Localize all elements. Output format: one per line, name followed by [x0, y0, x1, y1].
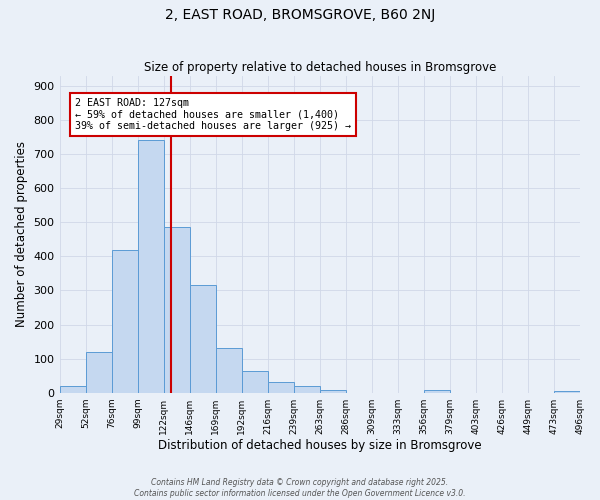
- Bar: [320, 390, 346, 392]
- Text: Contains HM Land Registry data © Crown copyright and database right 2025.
Contai: Contains HM Land Registry data © Crown c…: [134, 478, 466, 498]
- Text: 2 EAST ROAD: 127sqm
← 59% of detached houses are smaller (1,400)
39% of semi-det: 2 EAST ROAD: 127sqm ← 59% of detached ho…: [75, 98, 351, 131]
- Bar: [268, 382, 294, 392]
- Bar: [424, 390, 450, 392]
- Bar: [86, 352, 112, 393]
- Bar: [294, 386, 320, 392]
- Title: Size of property relative to detached houses in Bromsgrove: Size of property relative to detached ho…: [144, 62, 496, 74]
- Text: 2, EAST ROAD, BROMSGROVE, B60 2NJ: 2, EAST ROAD, BROMSGROVE, B60 2NJ: [165, 8, 435, 22]
- Y-axis label: Number of detached properties: Number of detached properties: [15, 141, 28, 327]
- Bar: [112, 250, 137, 392]
- X-axis label: Distribution of detached houses by size in Bromsgrove: Distribution of detached houses by size …: [158, 440, 482, 452]
- Bar: [242, 371, 268, 392]
- Bar: [164, 228, 190, 392]
- Bar: [137, 140, 164, 392]
- Bar: [59, 386, 86, 392]
- Bar: [216, 348, 242, 393]
- Bar: [190, 286, 216, 393]
